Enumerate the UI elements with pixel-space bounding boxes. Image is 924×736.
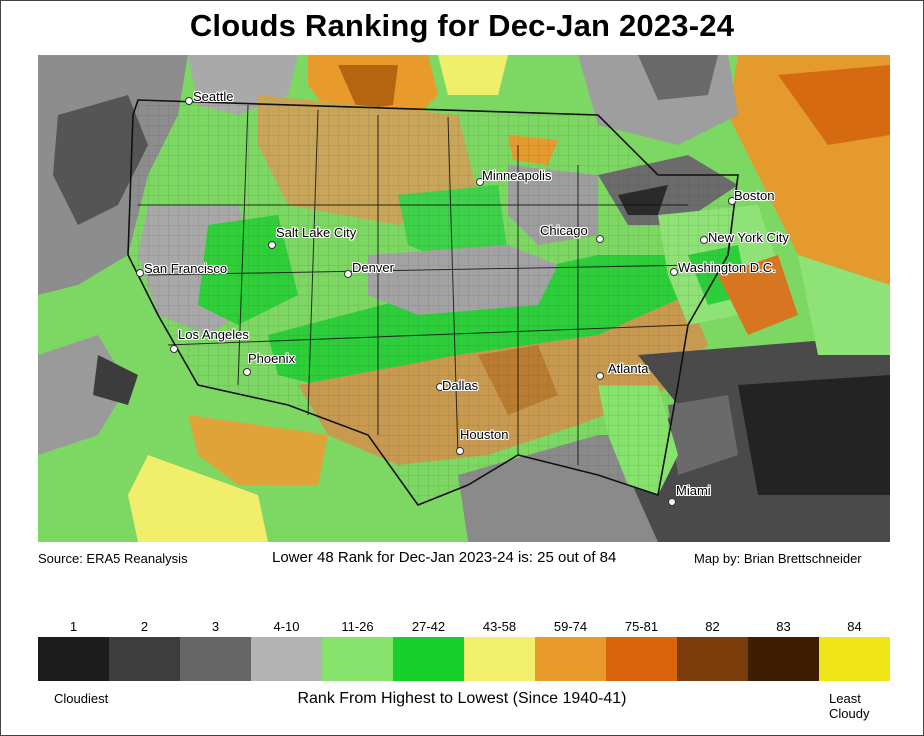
map-graphic [38,55,890,542]
legend-swatch [677,637,748,681]
city-label-phoenix: Phoenix [248,351,295,366]
city-dot-denver [344,270,352,278]
city-label-denver: Denver [352,260,394,275]
legend-rank-label: 84 [847,619,862,634]
city-dot-minneapolis [476,178,484,186]
city-dot-boston [728,197,736,205]
city-label-chicago: Chicago [540,223,588,238]
legend-rank-label: 43-58 [482,619,517,634]
legend-swatch [393,637,464,681]
legend-right-end-line1: Least [829,691,861,706]
city-label-new-york-city: New York City [708,230,789,245]
legend-rank-label: 82 [705,619,720,634]
legend-rank-label: 75-81 [624,619,659,634]
city-dot-atlanta [596,372,604,380]
legend-swatch [819,637,890,681]
legend-rank-label: 3 [211,619,220,634]
legend-color-bar [38,637,890,681]
cloud-rank-map: Seattle San Francisco Los Angeles Phoenix Sa… [38,55,890,542]
legend-rank-label: 27-42 [411,619,446,634]
rank-statement: Lower 48 Rank for Dec-Jan 2023-24 is: 25… [272,549,617,566]
legend-rank-label: 1 [69,619,78,634]
legend-swatch [748,637,819,681]
legend-swatch [109,637,180,681]
city-label-salt-lake-city: Salt Lake City [276,225,357,240]
legend-rank-label: 59-74 [553,619,588,634]
city-dot-salt-lake-city [268,241,276,249]
city-label-los-angeles: Los Angeles [178,327,249,342]
legend-right-end-line2: Cloudy [829,706,870,721]
legend-left-end-label: Cloudiest [54,691,109,706]
city-label-seattle: Seattle [193,89,234,104]
city-label-houston: Houston [460,427,509,442]
city-dot-dallas [436,383,444,391]
legend-swatch [535,637,606,681]
legend-swatch [38,637,109,681]
legend-rank-label: 83 [776,619,791,634]
legend-rank-labels: 1 2 3 4-10 11-26 27-42 43-58 59-74 75-81 82 83 84 [38,619,890,634]
city-dot-houston [456,447,464,455]
city-label-dallas: Dallas [442,378,479,393]
city-dot-chicago [596,235,604,243]
legend-right-end-label: Least Cloudy [829,691,869,721]
city-label-boston: Boston [734,188,775,203]
legend-swatch [606,637,677,681]
legend-swatch [322,637,393,681]
city-label-minneapolis: Minneapolis [482,168,552,183]
city-dot-new-york-city [700,236,708,244]
legend-swatch [464,637,535,681]
legend-swatch [251,637,322,681]
city-dot-san-francisco [136,269,144,277]
legend-title: Rank From Highest to Lowest (Since 1940-… [297,690,627,707]
data-source: Source: ERA5 Reanalysis [38,551,188,566]
city-dot-los-angeles [170,345,178,353]
city-dot-washington-dc [670,268,678,276]
legend-rank-label: 2 [140,619,149,634]
city-label-san-francisco: San Francisco [144,261,228,276]
map-credit: Map by: Brian Brettschneider [694,551,862,566]
legend-rank-label: 4-10 [273,619,300,634]
city-label-atlanta: Atlanta [608,361,649,376]
legend-rank-label: 11-26 [341,619,374,634]
city-label-miami: Miami [676,483,711,498]
city-dot-seattle [185,97,193,105]
city-label-washington-dc: Washington D.C. [678,260,776,275]
legend-swatch [180,637,251,681]
map-title: Clouds Ranking for Dec-Jan 2023-24 [189,8,735,43]
city-dot-phoenix [243,368,251,376]
city-dot-miami [668,498,676,506]
